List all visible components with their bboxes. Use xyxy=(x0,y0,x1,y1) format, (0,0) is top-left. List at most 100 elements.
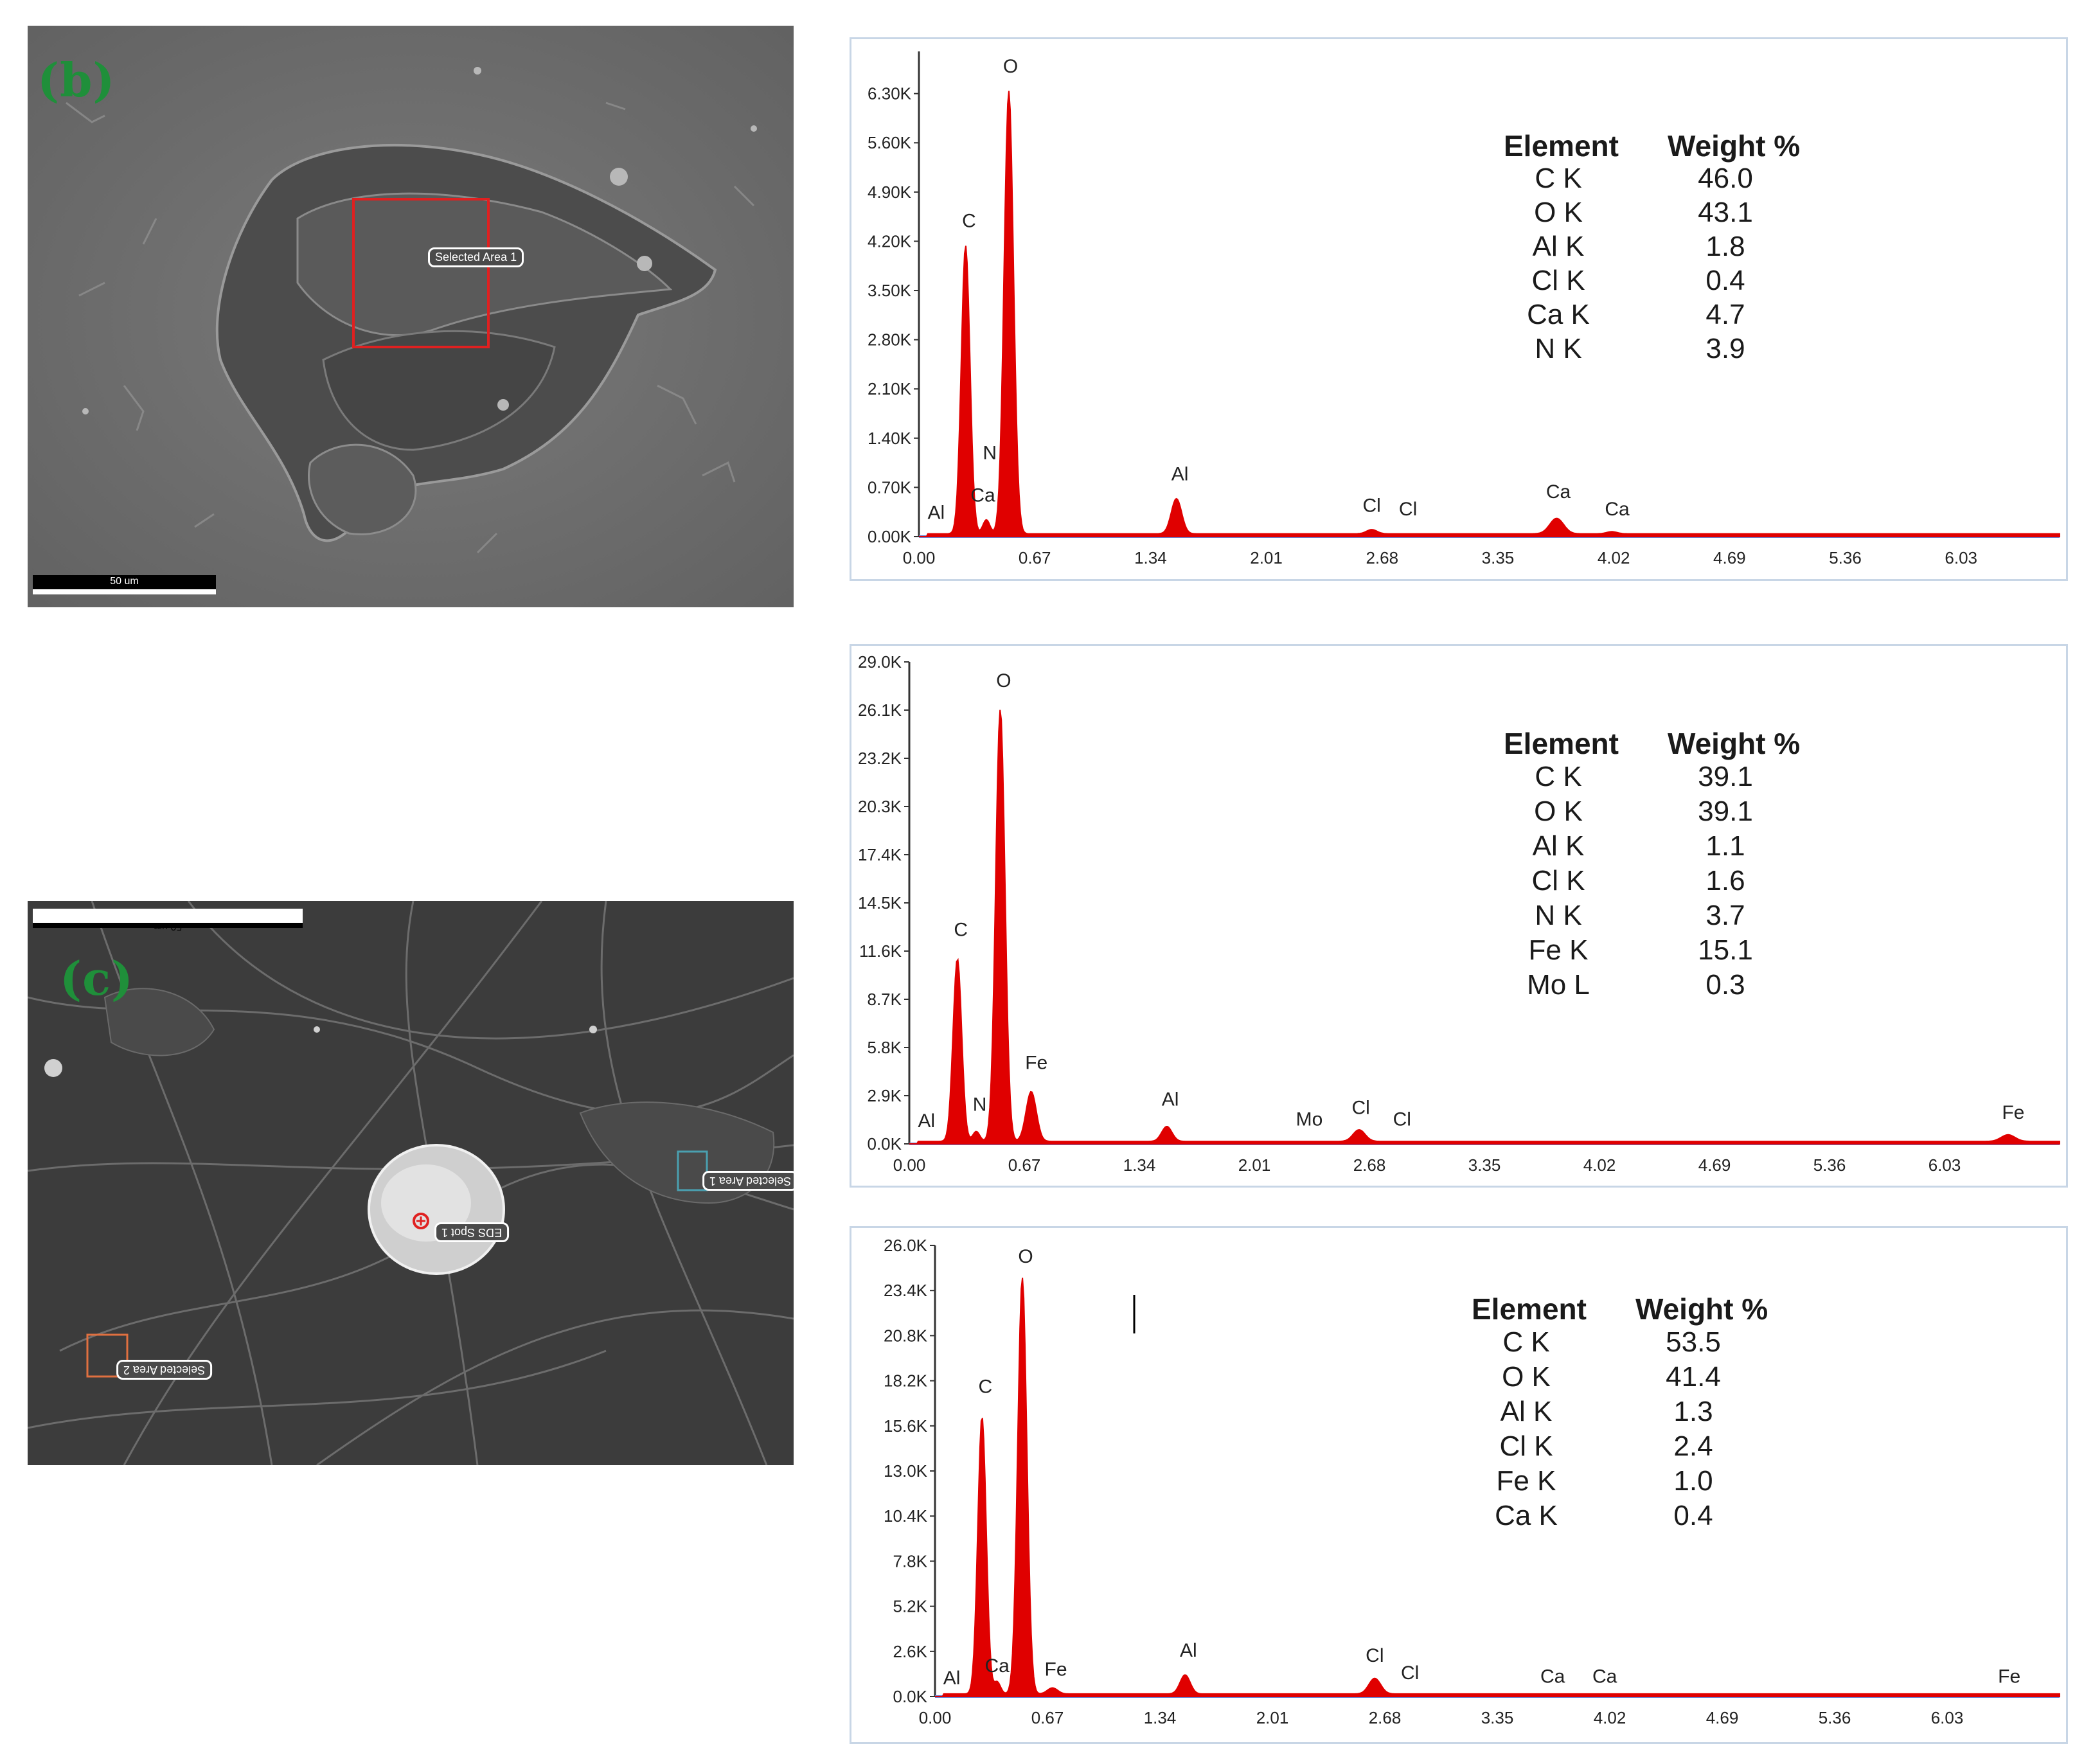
x-tick-label: 2.01 xyxy=(1238,1155,1271,1175)
peak-label: Al xyxy=(1180,1640,1197,1661)
x-tick-label: 0.67 xyxy=(1031,1708,1064,1727)
table-cell-element: O K xyxy=(1502,1361,1551,1393)
selected-area-2-box xyxy=(86,1333,129,1378)
table-cell-weight: 39.1 xyxy=(1698,761,1753,792)
table-cell-weight: 1.6 xyxy=(1705,865,1745,896)
scale-bar xyxy=(33,909,303,923)
peak-label: Fe xyxy=(1998,1666,2020,1687)
y-tick-label: 13.0K xyxy=(884,1461,928,1481)
y-tick-label: 20.3K xyxy=(858,797,902,816)
peak-label: Cl xyxy=(1366,1645,1384,1666)
y-tick-label: 20.8K xyxy=(884,1326,928,1345)
table-cell-weight: 0.3 xyxy=(1705,969,1745,1001)
y-tick-label: 18.2K xyxy=(884,1371,928,1391)
peak-label: Ca xyxy=(1546,481,1571,503)
table-cell-element: Cl K xyxy=(1531,265,1585,296)
peak-label: Ca xyxy=(1605,499,1630,520)
table-cell-element: Cl K xyxy=(1531,865,1585,896)
peak-label: Cl xyxy=(1362,495,1380,517)
sem-b-texture xyxy=(28,26,794,607)
y-tick-label: 3.50K xyxy=(868,281,912,300)
peak-label: Ca xyxy=(970,485,995,506)
table-header-element: Element xyxy=(1504,129,1619,163)
table-cell-weight: 1.1 xyxy=(1705,830,1745,862)
x-tick-label: 4.02 xyxy=(1594,1708,1626,1727)
x-tick-label: 3.35 xyxy=(1468,1155,1501,1175)
peak-label: N xyxy=(973,1094,987,1115)
x-tick-label: 1.34 xyxy=(1134,548,1167,567)
eds-spectrum-2-frame xyxy=(850,644,2068,1188)
peak-label: Cl xyxy=(1401,1662,1419,1684)
x-tick-label: 0.67 xyxy=(1008,1155,1041,1175)
y-tick-label: 29.0K xyxy=(858,652,902,672)
peak-label: Cl xyxy=(1393,1109,1411,1130)
table-header-weight: Weight % xyxy=(1668,129,1801,163)
table-cell-weight: 15.1 xyxy=(1698,934,1753,966)
table-cell-weight: 1.3 xyxy=(1673,1396,1713,1427)
table-cell-element: O K xyxy=(1534,197,1583,228)
x-tick-label: 4.69 xyxy=(1713,548,1746,567)
table-cell-element: C K xyxy=(1535,761,1582,792)
peak-label: Cl xyxy=(1399,499,1417,520)
y-tick-label: 23.4K xyxy=(884,1281,928,1300)
table-cell-weight: 53.5 xyxy=(1666,1326,1721,1358)
table-cell-weight: 0.4 xyxy=(1673,1500,1713,1531)
table-cell-element: Mo L xyxy=(1527,969,1590,1001)
x-tick-label: 0.00 xyxy=(919,1708,952,1727)
table-cell-element: Al K xyxy=(1532,231,1585,262)
x-tick-label: 0.67 xyxy=(1019,548,1051,567)
y-tick-label: 5.8K xyxy=(868,1038,902,1057)
y-tick-label: 26.0K xyxy=(884,1236,928,1255)
x-tick-label: 0.00 xyxy=(893,1155,926,1175)
table-cell-weight: 46.0 xyxy=(1698,163,1753,194)
x-tick-label: 6.03 xyxy=(1931,1708,1964,1727)
table-cell-element: Al K xyxy=(1500,1396,1553,1427)
peak-label: Al xyxy=(918,1110,935,1132)
table-cell-weight: 4.7 xyxy=(1705,299,1745,330)
y-tick-label: 0.70K xyxy=(868,477,912,497)
y-tick-label: 0.0K xyxy=(868,1134,902,1154)
table-cell-weight: 43.1 xyxy=(1698,197,1753,228)
peak-label: Fe xyxy=(1045,1659,1067,1680)
peak-label: Al xyxy=(1162,1089,1179,1110)
y-tick-label: 10.4K xyxy=(884,1506,928,1526)
table-cell-weight: 39.1 xyxy=(1698,796,1753,827)
table-cell-element: Cl K xyxy=(1499,1430,1553,1462)
x-tick-label: 0.00 xyxy=(903,548,936,567)
panel-label-c: (c) xyxy=(60,951,134,1006)
peak-label: Fe xyxy=(1025,1053,1047,1074)
table-cell-weight: 2.4 xyxy=(1673,1430,1713,1462)
x-tick-label: 5.36 xyxy=(1829,548,1862,567)
y-tick-label: 11.6K xyxy=(859,941,902,961)
peak-label: C xyxy=(979,1376,993,1398)
y-tick-label: 4.20K xyxy=(868,231,912,251)
x-tick-label: 2.68 xyxy=(1353,1155,1386,1175)
y-tick-label: 8.7K xyxy=(868,990,902,1009)
table-cell-element: O K xyxy=(1534,796,1583,827)
peak-label: Al xyxy=(928,503,945,524)
y-tick-label: 26.1K xyxy=(858,700,902,720)
table-cell-weight: 41.4 xyxy=(1666,1361,1721,1393)
y-tick-label: 15.6K xyxy=(884,1416,928,1436)
table-cell-element: Al K xyxy=(1532,830,1585,862)
y-tick-label: 1.40K xyxy=(868,429,912,448)
table-cell-element: N K xyxy=(1535,900,1582,931)
y-tick-label: 5.60K xyxy=(868,133,912,152)
table-cell-weight: 0.4 xyxy=(1705,265,1745,296)
y-tick-label: 2.9K xyxy=(868,1086,902,1105)
x-tick-label: 4.69 xyxy=(1706,1708,1739,1727)
x-tick-label: 3.35 xyxy=(1482,548,1515,567)
sem-image-b: (b) Selected Area 1 50 um xyxy=(28,26,794,607)
table-cell-element: Ca K xyxy=(1527,299,1590,330)
table-cell-weight: 3.7 xyxy=(1705,900,1745,931)
table-cell-element: Fe K xyxy=(1496,1465,1556,1497)
peak-label: Al xyxy=(943,1668,961,1689)
peak-label: Ca xyxy=(1540,1666,1565,1687)
table-cell-weight: 1.0 xyxy=(1673,1465,1713,1497)
spectrum-area xyxy=(909,709,2060,1145)
x-tick-label: 6.03 xyxy=(1945,548,1977,567)
x-tick-label: 4.02 xyxy=(1583,1155,1616,1175)
x-tick-label: 5.36 xyxy=(1819,1708,1851,1727)
x-tick-label: 2.68 xyxy=(1366,548,1398,567)
peak-label: Al xyxy=(1171,463,1189,485)
